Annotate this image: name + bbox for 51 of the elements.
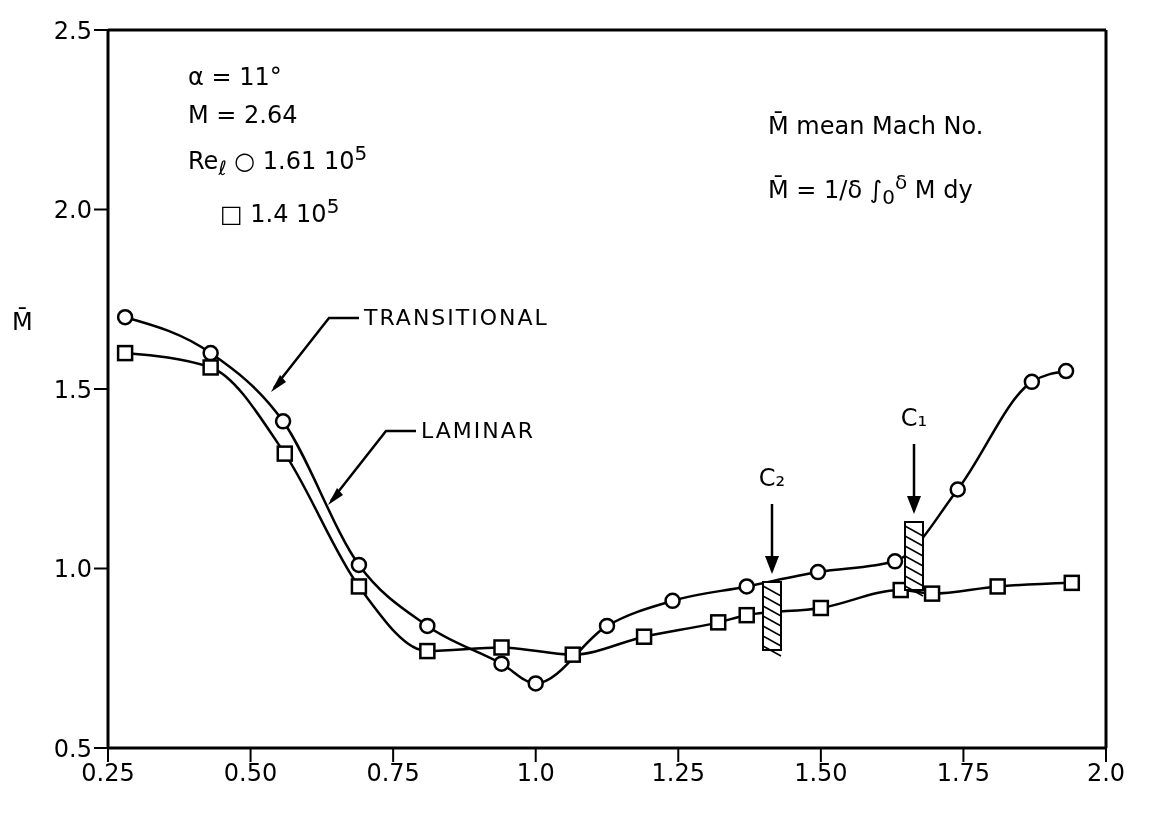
point (923, 585, 941, 602)
point (276, 445, 294, 462)
y-tick-label: 2.0 (53, 196, 92, 225)
y-tick-label: 1.5 (53, 375, 92, 404)
annotation: Re$_{ℓ}$ ○ 1.61 10$^{5}$ (188, 140, 368, 182)
x-tick-label: 1.25 (651, 759, 705, 788)
point (493, 655, 510, 672)
point (1057, 362, 1075, 380)
point (116, 308, 134, 326)
point (1063, 574, 1081, 592)
point (635, 628, 653, 645)
point (202, 344, 219, 362)
annotation: C₁ (900, 404, 928, 432)
annotation: C₂ (758, 464, 786, 492)
point (419, 617, 436, 635)
point (274, 413, 292, 430)
annotation: TRANSITIONAL (363, 305, 549, 330)
point (598, 617, 616, 635)
x-tick-label: 1.75 (936, 759, 991, 788)
point (419, 642, 436, 660)
annotation: M = 2.64 (188, 100, 299, 131)
point (738, 606, 755, 624)
x-tick-label: 0.75 (366, 759, 420, 788)
y-tick-label: 1.0 (53, 555, 92, 584)
annotation: LAMINAR (421, 418, 536, 443)
point (812, 599, 830, 617)
point (350, 556, 368, 574)
x-tick-label: 1.50 (794, 759, 848, 788)
annotation: M̄ = 1/δ ∫$_{0}$$^{δ}$ M dy (768, 169, 974, 211)
point (989, 578, 1006, 595)
point (809, 563, 827, 581)
point (949, 481, 966, 498)
y-axis-title: M̄ (12, 308, 33, 336)
point (493, 639, 510, 656)
point (709, 614, 727, 631)
annotation: M̄ mean Mach No. (768, 110, 984, 142)
point (664, 592, 681, 610)
annotation: α = 11° (188, 62, 283, 93)
point (1023, 373, 1041, 391)
x-tick-label: 1.0 (516, 759, 555, 788)
point (350, 578, 368, 595)
x-tick-label: 2.0 (1086, 759, 1126, 788)
point (527, 675, 544, 692)
point (202, 359, 219, 376)
point (738, 578, 755, 595)
point (564, 646, 582, 663)
annotation: □ 1.4 10$^{5}$ (220, 192, 341, 230)
y-tick-label: 2.5 (53, 16, 92, 45)
point (886, 553, 904, 570)
point (116, 344, 134, 362)
x-tick-label: 0.50 (223, 759, 278, 788)
